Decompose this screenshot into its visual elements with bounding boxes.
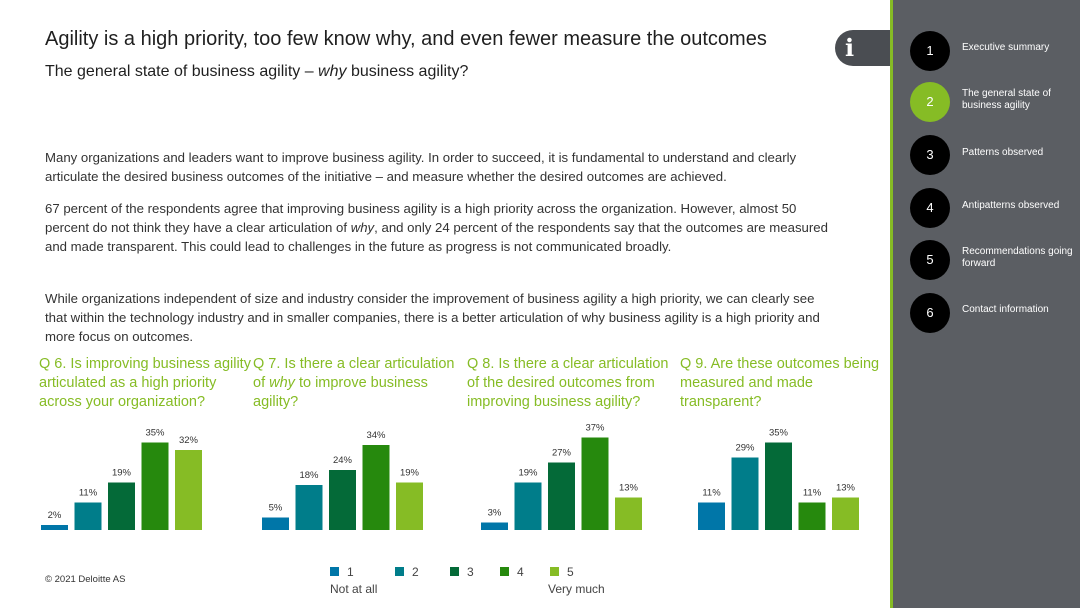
- q9-bar-5: [832, 497, 859, 530]
- info-button[interactable]: ℹ: [835, 30, 891, 66]
- q8-label-1: 3%: [488, 508, 502, 519]
- q9-bar-2: [731, 457, 759, 530]
- legend-item-3: 3: [450, 565, 474, 579]
- q6-label-2: 11%: [79, 488, 98, 499]
- q7-label-4: 34%: [366, 430, 386, 441]
- q8-bar-1: [481, 522, 508, 530]
- bar-charts: 2% 11% 19% 35% 32% 5% 18% 24% 34% 19% 3% 19% 27% 37% 1…: [41, 423, 859, 530]
- legend-item-5: 5: [550, 565, 574, 579]
- q9-label-1: 11%: [702, 488, 721, 499]
- question-q9: Q 9. Are these outcomes being measured a…: [680, 356, 880, 410]
- legend-label: 3: [467, 565, 474, 579]
- sidebar-item-label: Contact information: [962, 304, 1049, 315]
- legend-high-label: Very much: [548, 582, 605, 596]
- sidebar-item-label: Recommendations going forward: [962, 246, 1073, 269]
- industry-paragraph: While organizations independent of size …: [45, 291, 820, 344]
- q9-bar-3: [765, 442, 792, 530]
- q8-bar-5: [615, 497, 642, 530]
- q9-label-2: 29%: [735, 443, 755, 454]
- q7-bar-5: [396, 482, 423, 530]
- q6-label-4: 35%: [145, 428, 165, 439]
- q7-bar-2: [295, 485, 323, 530]
- q6-label-5: 32%: [179, 435, 199, 446]
- q8-label-4: 37%: [585, 423, 605, 434]
- q6-bar-1: [41, 525, 68, 530]
- q9-label-3: 35%: [769, 428, 789, 439]
- q6-label-1: 2%: [48, 510, 62, 521]
- q7-label-1: 5%: [269, 503, 283, 514]
- sidebar-item-number: 4: [910, 188, 950, 228]
- q7-bar-3: [329, 470, 356, 530]
- sidebar-item-6[interactable]: 6 Contact information: [910, 293, 1080, 333]
- sidebar-item-2[interactable]: 2 The general state of business agility: [910, 82, 1080, 122]
- legend-swatch: [500, 567, 509, 576]
- q6-label-3: 19%: [112, 468, 132, 479]
- q8-label-3: 27%: [552, 448, 572, 459]
- legend-low-label: Not at all: [330, 582, 378, 596]
- question-q8: Q 8. Is there a clear articulation of th…: [467, 356, 669, 410]
- sidebar-item-number: 3: [910, 135, 950, 175]
- q9-label-5: 13%: [836, 483, 856, 494]
- sidebar-item-number: 1: [910, 31, 950, 71]
- intro-paragraph: Many organizations and leaders want to i…: [45, 150, 797, 184]
- legend-item-2: 2: [395, 565, 419, 579]
- q7-bar-4: [362, 445, 390, 530]
- question-q6: Q 6. Is improving business agility artic…: [39, 356, 251, 410]
- q9-label-4: 11%: [803, 488, 822, 499]
- sidebar-item-label: Antipatterns observed: [962, 200, 1060, 211]
- sidebar-item-label: Patterns observed: [962, 147, 1044, 158]
- legend-swatch: [450, 567, 459, 576]
- q8-label-2: 19%: [518, 468, 538, 479]
- sidebar-item-1[interactable]: 1 Executive summary: [910, 31, 1080, 71]
- q7-bar-1: [262, 517, 289, 530]
- copyright: © 2021 Deloitte AS: [45, 574, 126, 585]
- q8-label-5: 13%: [619, 483, 639, 494]
- legend-swatch: [395, 567, 404, 576]
- legend-swatch: [550, 567, 559, 576]
- q6-bar-5: [175, 450, 202, 530]
- sidebar-item-number: 5: [910, 240, 950, 280]
- page-subtitle: The general state of business agility – …: [45, 63, 468, 81]
- info-icon: ℹ: [845, 34, 855, 62]
- q8-bar-3: [548, 462, 575, 530]
- legend-label: 1: [347, 565, 354, 579]
- page-title: Agility is a high priority, too few know…: [45, 28, 767, 50]
- legend-item-1: 1: [330, 565, 354, 579]
- q6-bar-4: [141, 442, 169, 530]
- sidebar-nav: 1 Executive summary 2 The general state of …: [890, 0, 1080, 608]
- sidebar-item-3[interactable]: 3 Patterns observed: [910, 135, 1080, 175]
- legend-label: 4: [517, 565, 524, 579]
- legend-swatch: [330, 567, 339, 576]
- q7-label-2: 18%: [299, 470, 319, 481]
- sidebar-item-label: Executive summary: [962, 42, 1050, 53]
- q7-label-3: 24%: [333, 455, 353, 466]
- q7-label-5: 19%: [400, 468, 420, 479]
- sidebar-accent-bar: [890, 0, 893, 608]
- q6-bar-3: [108, 482, 135, 530]
- q8-bar-4: [581, 437, 609, 530]
- q9-bar-1: [698, 502, 725, 530]
- q6-bar-2: [74, 502, 102, 530]
- question-q7: Q 7. Is there a clear articulation of wh…: [253, 356, 455, 410]
- legend-label: 2: [412, 565, 419, 579]
- q9-bar-4: [798, 502, 826, 530]
- subtitle-text: The general state of business agility – …: [45, 63, 469, 80]
- sidebar-item-number: 2: [910, 82, 950, 122]
- sidebar-item-5[interactable]: 5 Recommendations going forward: [910, 240, 1080, 280]
- legend-item-4: 4: [500, 565, 524, 579]
- sidebar-item-label: The general state of business agility: [962, 88, 1051, 111]
- q8-bar-2: [514, 482, 542, 530]
- sidebar-item-number: 6: [910, 293, 950, 333]
- sidebar-item-4[interactable]: 4 Antipatterns observed: [910, 188, 1080, 228]
- findings-paragraph: 67 percent of the respondents agree that…: [45, 201, 828, 254]
- legend-label: 5: [567, 565, 574, 579]
